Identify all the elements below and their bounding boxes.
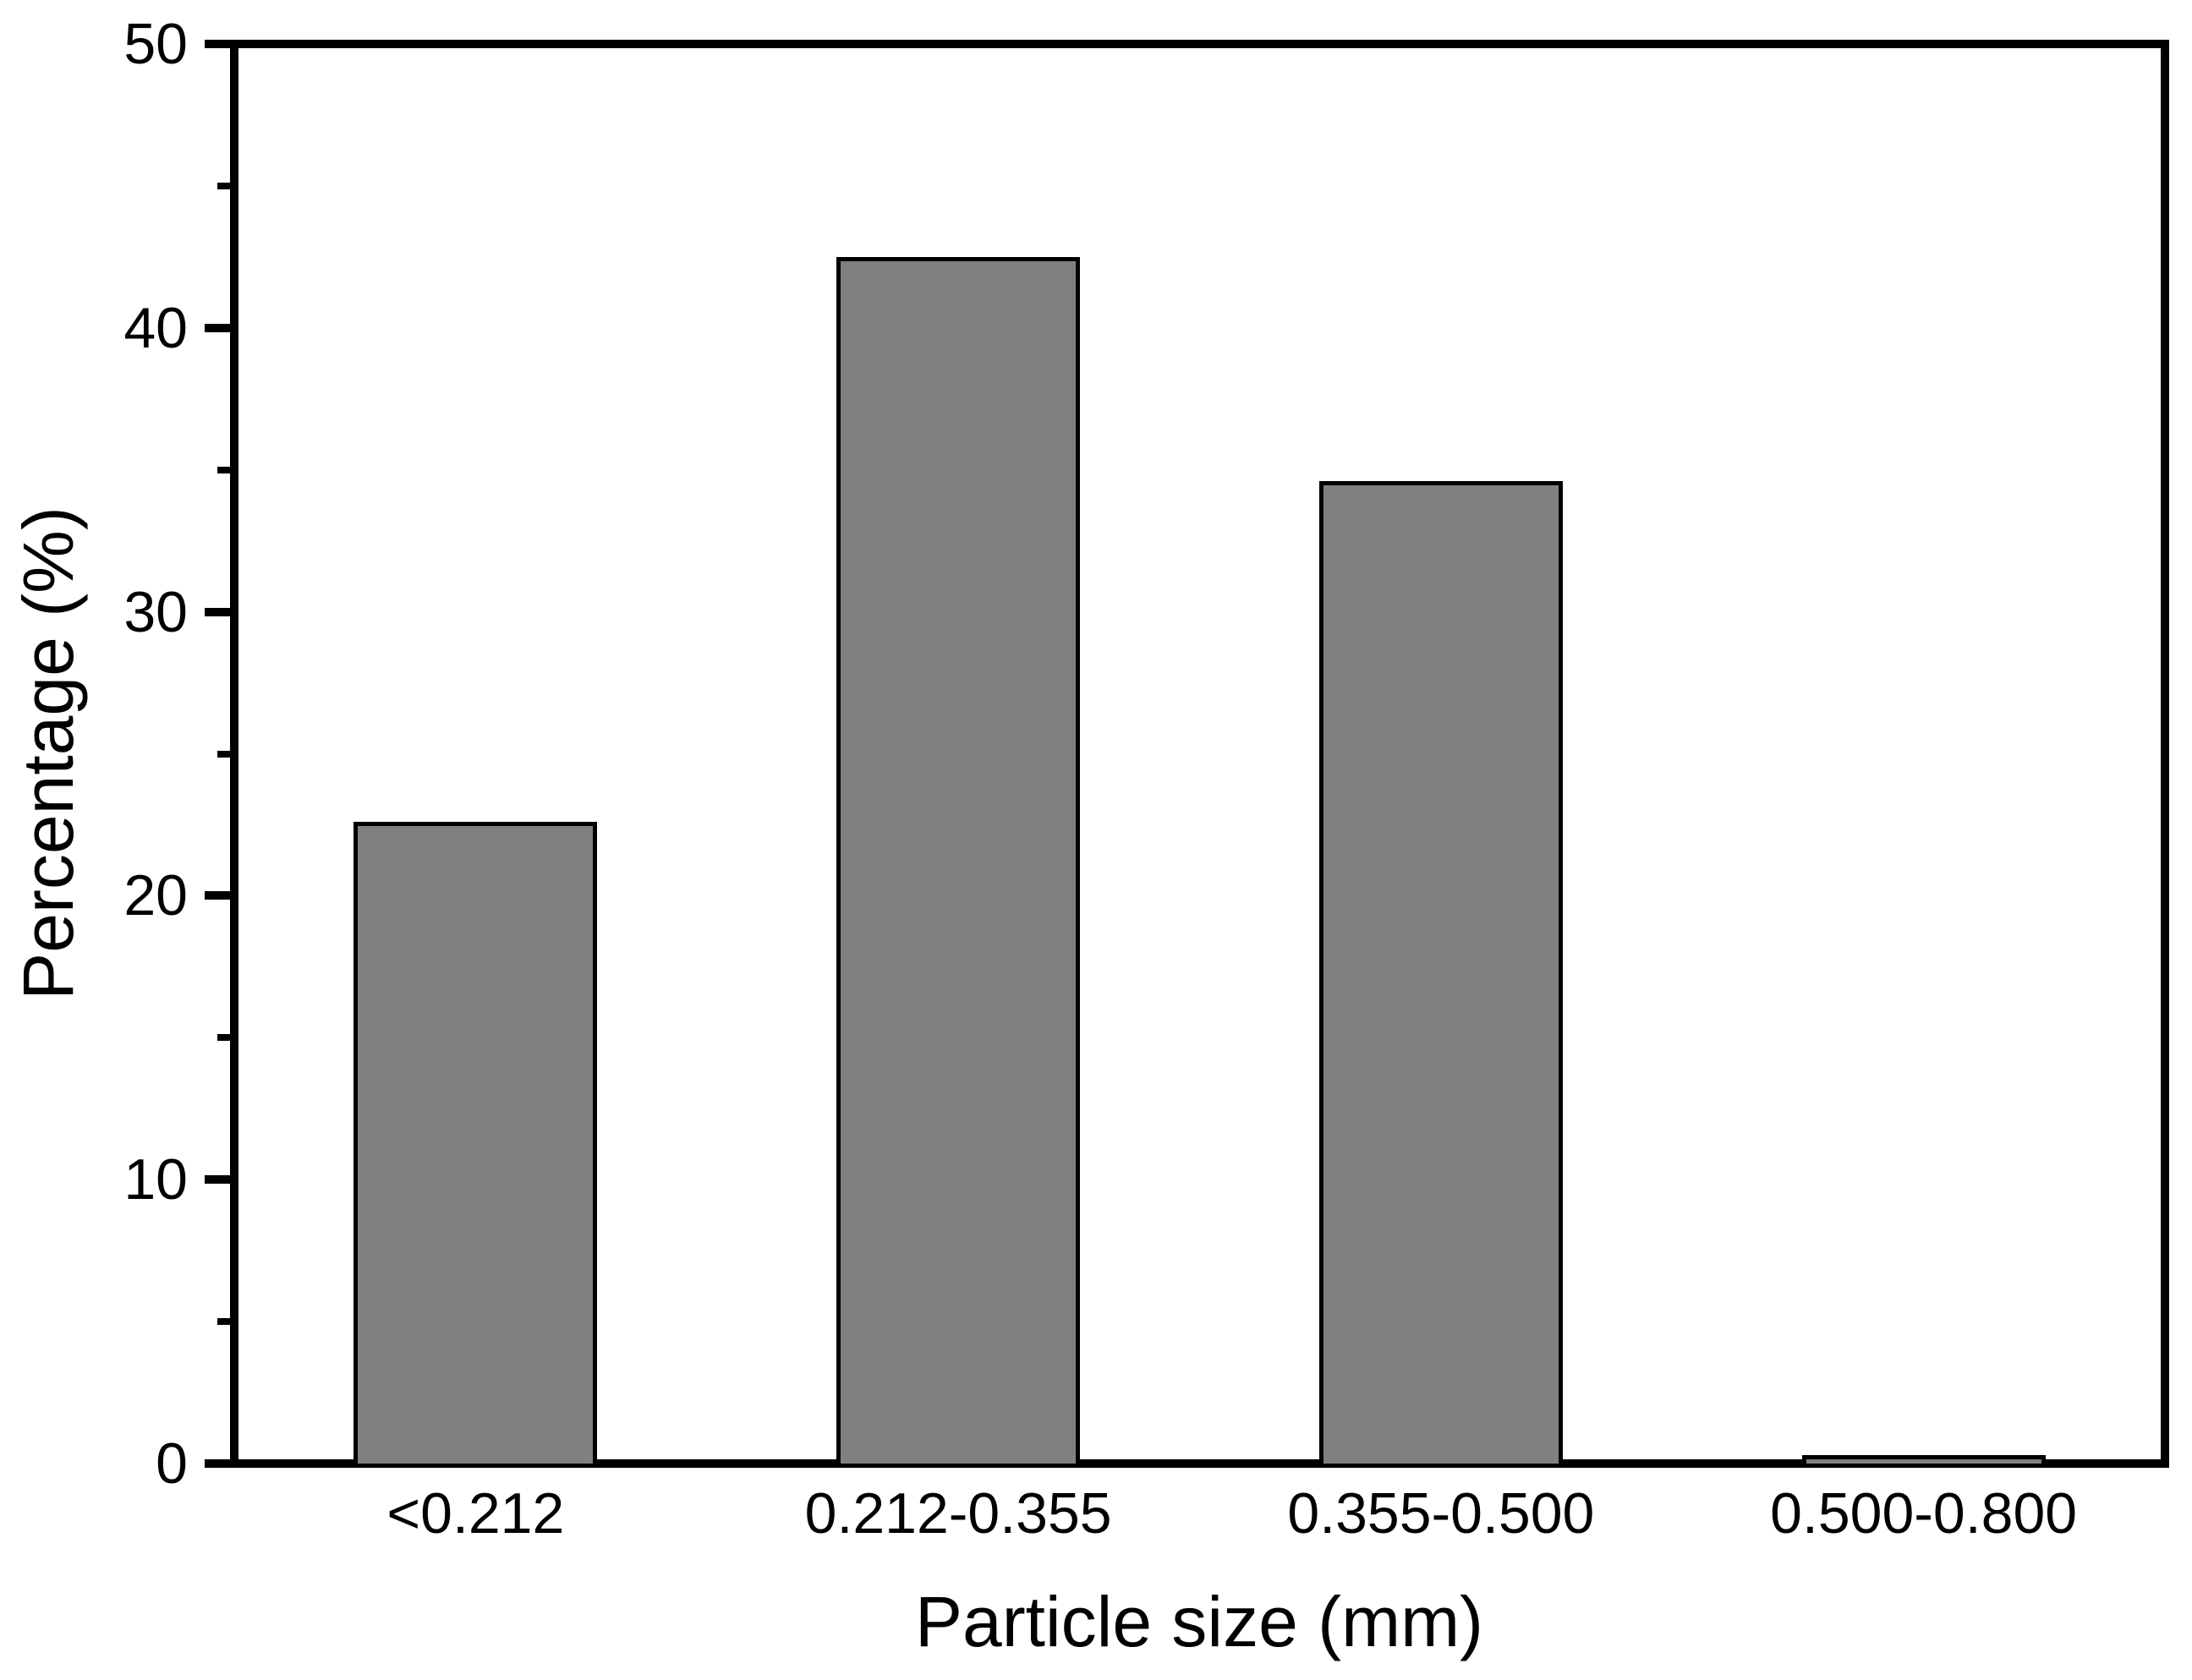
y-major-tick: [205, 40, 234, 48]
bar-2: [836, 256, 1081, 1464]
bar-1: [353, 822, 598, 1464]
y-tick-label: 50: [123, 12, 188, 76]
y-tick-label: 40: [123, 295, 188, 360]
y-tick-label: 0: [156, 1431, 188, 1496]
y-major-tick: [205, 891, 234, 900]
y-minor-tick: [217, 1034, 234, 1042]
bar-3: [1318, 481, 1563, 1464]
plot-area: [230, 40, 2169, 1468]
y-minor-tick: [217, 1318, 234, 1326]
y-tick-label: 10: [123, 1147, 188, 1212]
y-major-tick: [205, 607, 234, 616]
y-minor-tick: [217, 750, 234, 758]
bar-4: [1801, 1454, 2046, 1464]
y-major-tick: [205, 1459, 234, 1468]
x-tick-label: <0.212: [386, 1481, 565, 1546]
x-tick-label: 0.212-0.355: [804, 1481, 1112, 1546]
x-tick-label: 0.355-0.500: [1287, 1481, 1595, 1546]
y-axis-title: Percentage (%): [8, 506, 88, 1000]
y-major-tick: [205, 1175, 234, 1185]
x-axis-title: Particle size (mm): [914, 1582, 1484, 1661]
y-tick-label: 20: [123, 863, 188, 928]
y-minor-tick: [217, 182, 234, 189]
y-major-tick: [205, 323, 234, 332]
x-tick-label: 0.500-0.800: [1770, 1481, 2078, 1546]
y-minor-tick: [217, 466, 234, 473]
y-tick-label: 30: [123, 579, 188, 644]
